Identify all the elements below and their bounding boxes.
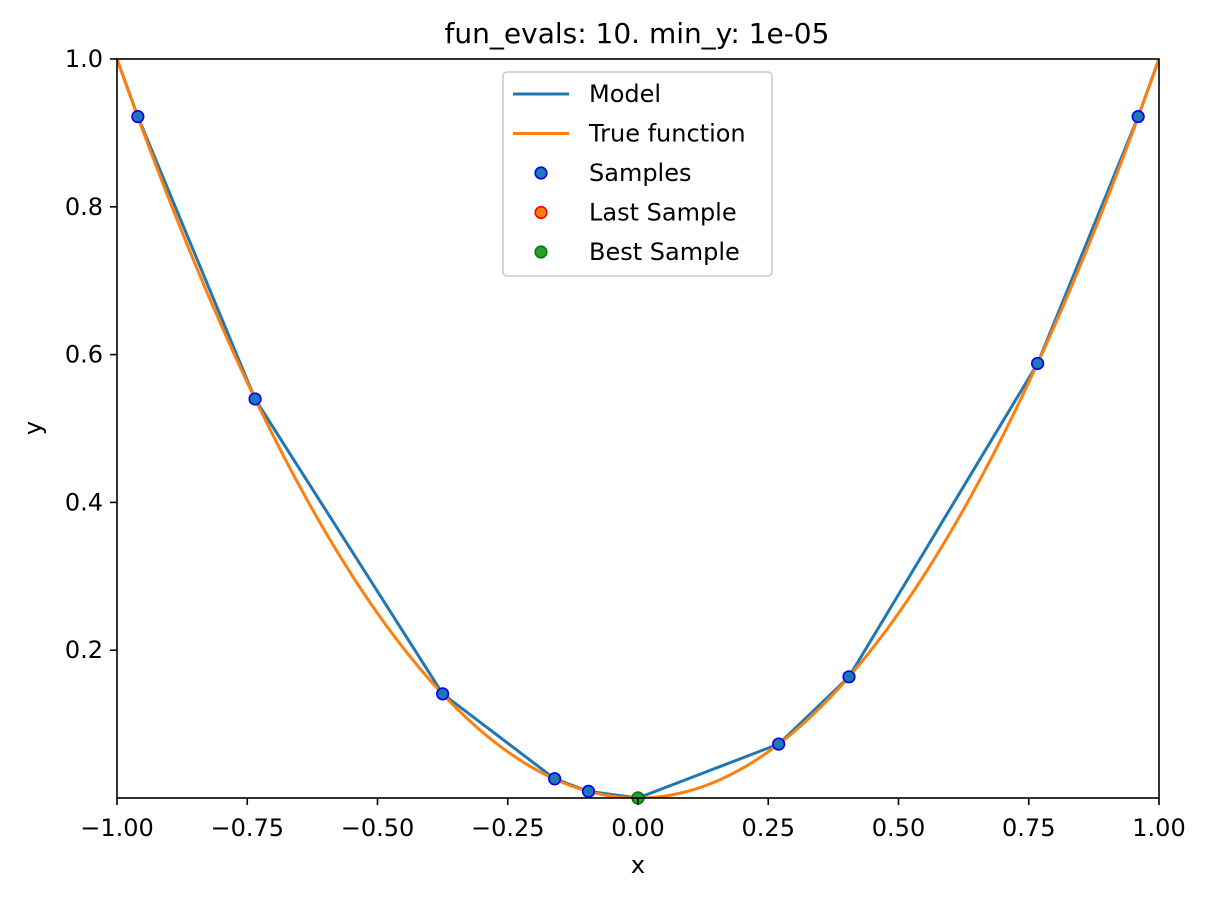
y-tick-label: 0.6 bbox=[65, 341, 103, 369]
legend-swatch-last-sample bbox=[534, 205, 548, 220]
y-tick-label: 0.8 bbox=[65, 193, 103, 221]
x-tick-label: 0.75 bbox=[1002, 814, 1055, 842]
y-axis-label: y bbox=[19, 421, 47, 435]
x-tick-label: −0.50 bbox=[341, 814, 415, 842]
legend-label-samples: Samples bbox=[589, 159, 692, 187]
x-tick-label: 0.00 bbox=[611, 814, 664, 842]
legend-entries: Model True function Samples Last Sample Best… bbox=[513, 80, 746, 266]
samples-point bbox=[581, 784, 596, 798]
legend: Model True function Samples Last Sample Best… bbox=[502, 71, 773, 277]
samples-point bbox=[548, 772, 562, 786]
y-tick-label: 0.2 bbox=[65, 636, 103, 664]
legend-swatch-best-sample bbox=[534, 245, 548, 259]
samples-point bbox=[1031, 356, 1045, 371]
series-layer bbox=[117, 59, 1159, 798]
true-function-line bbox=[117, 59, 1159, 798]
x-axis-label: x bbox=[631, 851, 645, 879]
x-tick-label: 0.25 bbox=[742, 814, 795, 842]
x-tick-label: 1.00 bbox=[1132, 814, 1185, 842]
samples-point bbox=[1131, 110, 1145, 124]
x-tick-label: −0.25 bbox=[471, 814, 545, 842]
legend-label-true-function: True function bbox=[588, 120, 746, 148]
samples-point bbox=[131, 110, 145, 124]
samples-point bbox=[772, 737, 786, 751]
x-tick-label: −1.00 bbox=[80, 814, 154, 842]
chart-title: fun_evals: 10. min_y: 1e-05 bbox=[445, 17, 830, 50]
legend-label-last-sample: Last Sample bbox=[589, 199, 737, 227]
samples-point bbox=[842, 670, 856, 684]
y-tick-label: 1.0 bbox=[65, 45, 103, 73]
x-tick-label: −0.75 bbox=[210, 814, 284, 842]
samples-point bbox=[436, 687, 450, 701]
x-axis: −1.00 −0.75 −0.50 −0.25 0.00 0.25 0.50 0.75 1.00 bbox=[80, 798, 1186, 842]
legend-label-best-sample: Best Sample bbox=[589, 238, 740, 266]
legend-swatch-samples bbox=[534, 166, 548, 180]
y-tick-label: 0.4 bbox=[65, 488, 103, 516]
legend-label-model: Model bbox=[589, 80, 661, 108]
legend-box bbox=[502, 71, 773, 277]
y-axis: 0.2 0.4 0.6 0.8 1.0 bbox=[65, 45, 117, 664]
x-tick-label: 0.50 bbox=[872, 814, 925, 842]
samples-point bbox=[248, 392, 262, 406]
